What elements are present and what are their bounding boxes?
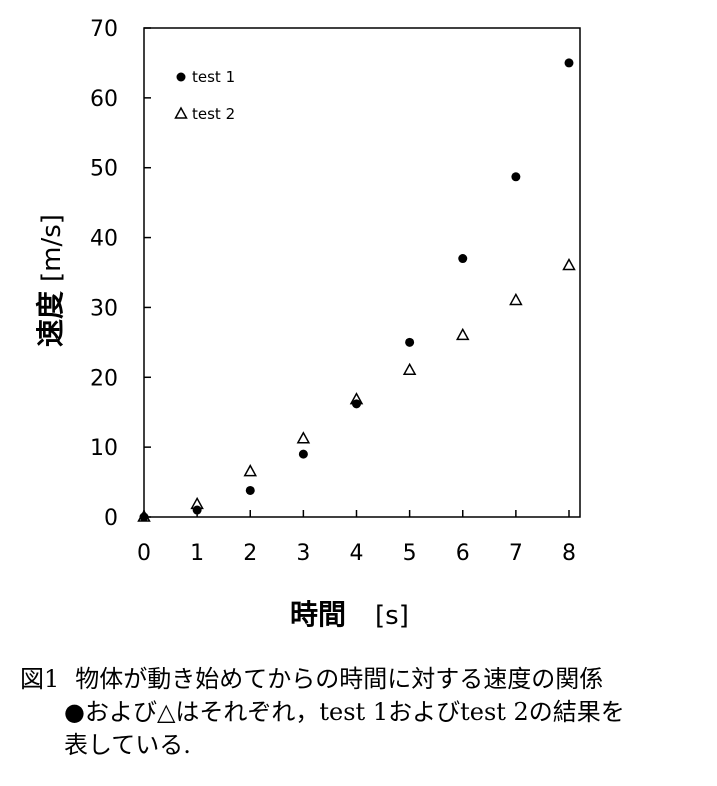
x-tick-label: 7 [509, 541, 523, 566]
point-series-1 [192, 505, 202, 515]
y-tick-label: 50 [90, 157, 118, 182]
caption-text-1: 物体が動き始めてからの時間に対する速度の関係 [75, 665, 604, 693]
legend-label-1: test 1 [192, 68, 235, 86]
point-series-2 [243, 464, 258, 477]
point-series-1 [564, 58, 574, 68]
point-series-1 [405, 337, 415, 347]
x-tick-label: 2 [243, 541, 257, 566]
y-axis-title: 速度 [m/s] [34, 214, 67, 347]
point-series-1 [298, 449, 308, 459]
point-series-1 [245, 485, 255, 495]
x-axis-unit: [s] [375, 601, 409, 631]
y-tick-label: 20 [90, 366, 118, 391]
caption-line-2: ●および△はそれぞれ，test 1およびtest 2の結果を [64, 698, 625, 726]
point-series-1 [458, 254, 468, 264]
y-tick-label: 60 [90, 87, 118, 112]
point-series-2 [402, 362, 417, 376]
point-series-2 [190, 496, 204, 510]
x-tick-label: 6 [456, 541, 470, 566]
y-tick-label: 70 [90, 17, 118, 42]
point-series-1 [511, 172, 521, 182]
caption-label: 図1 [20, 665, 60, 693]
point-series-2 [137, 509, 151, 522]
y-tick-label: 40 [90, 227, 118, 252]
data-points [137, 58, 576, 522]
legend-marker-2 [174, 106, 188, 119]
x-tick-label: 0 [137, 541, 151, 566]
x-axis-label: 時間 [290, 598, 346, 631]
x-tick-label: 3 [296, 541, 310, 566]
caption-line-3: 表している. [64, 731, 191, 759]
chart: 0 1 2 3 4 5 6 7 8 0 10 20 30 40 50 60 70 test 1 test 2 時… [34, 17, 581, 631]
legend-label-2: test 2 [192, 105, 235, 123]
y-tick-label: 10 [90, 436, 118, 461]
point-series-2 [455, 327, 470, 341]
point-series-2 [296, 431, 311, 444]
y-axis-unit: [m/s] [37, 214, 67, 282]
y-axis-label: 速度 [34, 291, 67, 347]
legend: test 1 test 2 [174, 68, 235, 123]
caption-line-1: 図1 物体が動き始めてからの時間に対する速度の関係 [20, 663, 710, 696]
x-tick-label: 5 [403, 541, 417, 566]
y-tick-label: 0 [104, 506, 118, 531]
legend-marker-1 [176, 72, 186, 82]
point-series-2 [562, 257, 576, 271]
x-tick-label: 1 [190, 541, 204, 566]
figure-caption: 図1 物体が動き始めてからの時間に対する速度の関係 ●および△はそれぞれ，test… [20, 663, 710, 762]
x-axis-title: 時間 [s] [290, 598, 409, 631]
y-axis-ticks: 0 10 20 30 40 50 60 70 [90, 17, 151, 531]
point-series-2 [509, 292, 523, 306]
x-tick-label: 4 [350, 541, 364, 566]
y-tick-label: 30 [90, 296, 118, 321]
plot-area [143, 27, 581, 518]
point-series-2 [349, 392, 364, 405]
x-axis-ticks: 0 1 2 3 4 5 6 7 8 [137, 510, 576, 566]
x-tick-label: 8 [562, 541, 576, 566]
